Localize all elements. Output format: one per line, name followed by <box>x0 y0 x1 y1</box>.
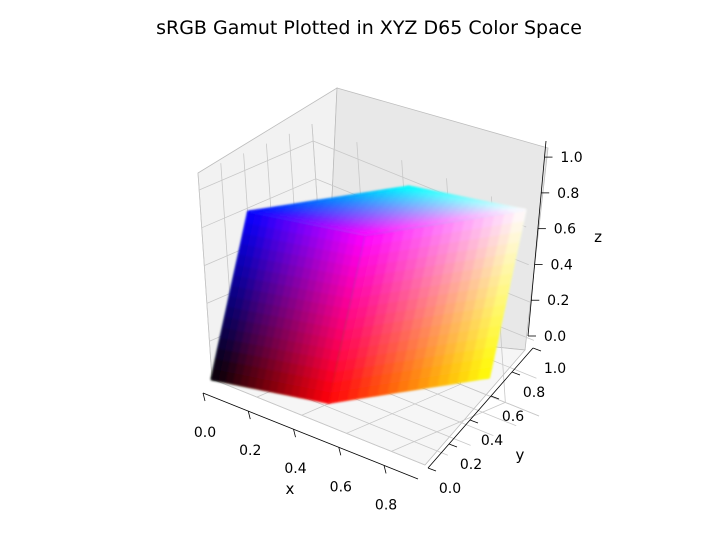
x-tick-mark <box>202 392 206 402</box>
y-tick-mark <box>427 467 437 472</box>
y-tick-mark <box>532 347 542 352</box>
y-tick-label: 1.0 <box>544 361 566 377</box>
x-tick-label: 0.4 <box>284 461 306 477</box>
z-axis-label: z <box>594 228 602 246</box>
gamut-patch <box>506 208 526 213</box>
x-tick-label: 0.8 <box>375 497 397 513</box>
x-tick-mark <box>383 465 387 474</box>
gamut-point-cloud <box>211 186 526 404</box>
y-tick-label: 0.2 <box>460 457 482 473</box>
x-axis-label: x <box>286 480 295 498</box>
y-tick-mark <box>469 419 479 424</box>
z-tick-label: 0.8 <box>557 186 579 202</box>
grid-line-x-floor <box>391 402 506 452</box>
y-tick-label: 0.0 <box>439 481 461 497</box>
y-tick-label: 0.6 <box>502 409 524 425</box>
y-tick-label: 0.8 <box>523 385 545 401</box>
y-tick-mark <box>511 371 521 376</box>
gamut-face-front <box>211 211 366 404</box>
x-tick-label: 0.2 <box>239 443 261 459</box>
grid-line-z-left <box>198 140 314 191</box>
z-tick-label: 0.4 <box>550 257 572 273</box>
z-tick-label: 1.0 <box>560 150 582 166</box>
grid-line-y-floor <box>211 378 426 466</box>
gamut-face-top <box>247 186 526 237</box>
y-tick-label: 0.4 <box>481 433 503 449</box>
y-axis-line <box>427 347 534 469</box>
z-axis-line <box>527 140 547 337</box>
axes: 0.0 0.2 0.4 0.6 0.8 0.0 0.2 0.4 0.6 0.8 1.0 0.0 0.2 0… <box>194 140 583 513</box>
x-tick-mark <box>247 411 251 420</box>
z-tick-label: 0.2 <box>547 293 569 309</box>
grid-line-z-left <box>201 178 316 229</box>
y-axis-label: y <box>516 446 525 464</box>
chart-title: sRGB Gamut Plotted in XYZ D65 Color Spac… <box>156 17 582 39</box>
z-tick-label: 0.6 <box>554 222 576 238</box>
x-tick-mark <box>338 447 342 456</box>
grid-line-y-left <box>197 172 213 380</box>
x-tick-label: 0.6 <box>330 479 352 495</box>
x-axis-line <box>202 392 419 480</box>
x-tick-mark <box>293 429 296 438</box>
y-tick-mark <box>490 395 500 400</box>
gamut-face-right <box>327 209 526 404</box>
x-tick-label: 0.0 <box>194 425 216 441</box>
y-tick-mark <box>448 443 458 448</box>
grid-line-x-floor <box>346 383 461 434</box>
z-tick-label: 0.0 <box>544 329 566 345</box>
